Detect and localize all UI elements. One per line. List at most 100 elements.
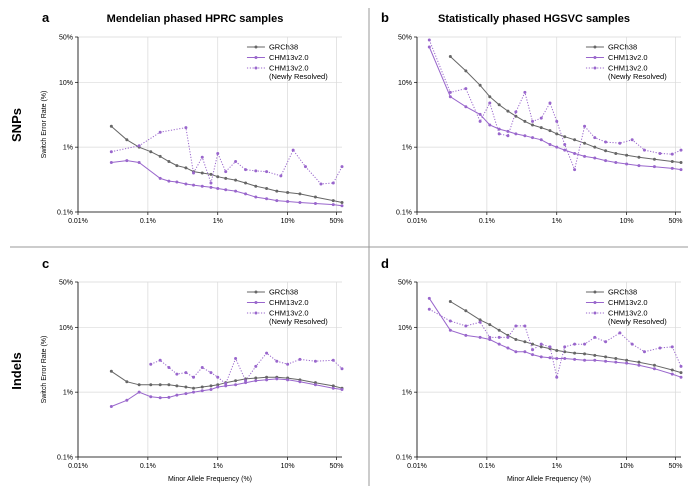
data-point (637, 155, 641, 159)
legend-label: (Newly Resolved) (608, 317, 667, 326)
series-line-2 (429, 308, 682, 378)
data-point (275, 199, 279, 203)
legend-label: CHM13v2.0 (608, 298, 648, 307)
data-point (254, 184, 258, 188)
data-point (224, 188, 228, 192)
data-point (184, 371, 188, 375)
x-tick-label: 0.01% (68, 463, 88, 470)
legend-marker (593, 45, 597, 49)
data-point (478, 320, 482, 324)
data-point (254, 379, 258, 383)
data-point (670, 152, 674, 156)
data-point (464, 333, 468, 337)
legend-label: GRCh38 (269, 43, 298, 52)
data-point (109, 124, 113, 128)
data-point (670, 160, 674, 164)
chart-panel-a: 0.01% 0.1% 1% 10% 50%0.1%1%10%50%GRCh38CHM13… (41, 10, 344, 225)
data-point (679, 160, 683, 164)
panel-title: Mendelian phased HPRC samples (107, 13, 284, 25)
row-label-snps: SNPs (9, 108, 24, 142)
data-point (563, 148, 567, 152)
data-point (506, 346, 510, 350)
data-point (331, 199, 335, 203)
y-tick-label: 0.1% (57, 210, 73, 217)
data-point (604, 340, 608, 344)
data-point (313, 195, 317, 199)
data-point (125, 159, 129, 163)
data-point (331, 358, 335, 362)
x-tick-label: 0.01% (407, 218, 427, 225)
data-point (548, 345, 552, 349)
data-point (531, 353, 535, 357)
x-tick-label: 1% (213, 218, 223, 225)
data-point (313, 202, 317, 206)
data-point (670, 345, 674, 349)
data-point (234, 357, 238, 361)
data-point (478, 83, 482, 87)
data-point (478, 119, 482, 123)
data-point (137, 160, 141, 164)
data-point (478, 112, 482, 116)
y-tick-label: 10% (398, 80, 412, 87)
data-point (573, 351, 577, 355)
x-tick-label: 0.1% (479, 218, 495, 225)
series-line-2 (428, 39, 682, 172)
data-point (286, 190, 290, 194)
data-point (286, 200, 290, 204)
data-point (555, 357, 559, 361)
data-point (488, 337, 492, 341)
data-point (216, 187, 220, 191)
legend-label: GRCh38 (269, 288, 298, 297)
series-line-0 (110, 125, 343, 203)
data-point (184, 126, 188, 130)
data-point (573, 342, 577, 346)
data-point (427, 45, 431, 49)
data-point (630, 342, 634, 346)
legend-label: (Newly Resolved) (269, 317, 328, 326)
data-point (637, 360, 641, 364)
data-point (254, 195, 258, 199)
data-point (216, 375, 220, 379)
data-point (234, 379, 238, 383)
data-point (209, 172, 213, 176)
data-point (514, 110, 518, 114)
data-point (679, 375, 683, 379)
data-point (464, 87, 468, 91)
data-point (573, 357, 577, 361)
legend-marker (593, 56, 597, 59)
data-point (658, 346, 662, 350)
data-point (679, 371, 683, 375)
panel-letter: a (42, 10, 50, 25)
data-point (200, 171, 204, 175)
data-point (563, 142, 567, 146)
data-point (216, 385, 220, 389)
data-point (604, 149, 608, 153)
x-tick-label: 10% (620, 463, 634, 470)
y-tick-label: 10% (59, 80, 73, 87)
chart-panels: 0.01% 0.1% 1% 10% 50%0.1%1%10%50%GRCh38CHM13… (41, 10, 683, 483)
data-point (319, 182, 323, 186)
data-point (158, 176, 162, 180)
y-tick-label: 50% (59, 35, 73, 42)
legend-label: GRCh38 (608, 288, 637, 297)
data-point (573, 151, 577, 155)
data-point (149, 383, 153, 387)
series-line-2 (111, 127, 343, 185)
data-point (593, 358, 597, 362)
data-point (175, 180, 179, 184)
data-point (448, 300, 452, 304)
data-point (291, 148, 295, 152)
x-tick-label: 50% (329, 218, 343, 225)
series-line-1 (428, 298, 682, 378)
data-point (593, 145, 597, 149)
data-point (265, 375, 269, 379)
x-tick-label: 1% (552, 463, 562, 470)
legend-label: (Newly Resolved) (269, 72, 328, 81)
data-point (604, 159, 608, 163)
y-tick-label: 50% (398, 280, 412, 287)
data-point (234, 189, 238, 193)
data-point (331, 181, 335, 185)
data-point (109, 150, 113, 154)
data-point (125, 380, 129, 384)
data-point (331, 386, 335, 390)
